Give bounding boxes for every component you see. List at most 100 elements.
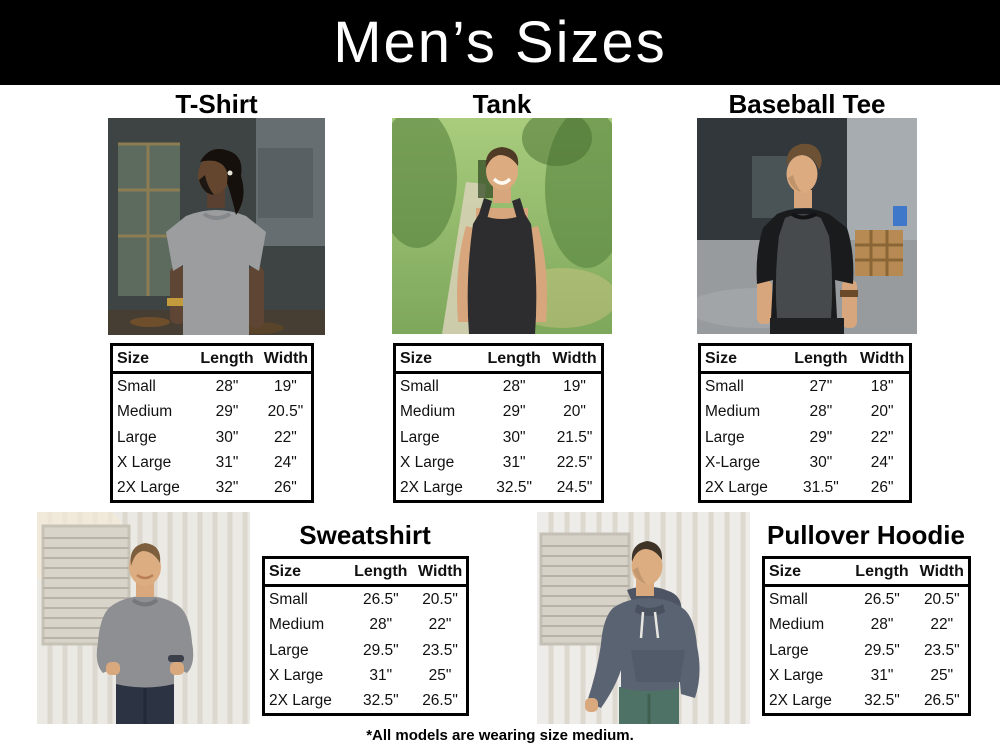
length-cell: 28" — [369, 616, 393, 634]
length-cell: 29" — [809, 428, 833, 446]
size-row: 2X Large 32.5" 26.5" — [764, 688, 970, 715]
size-row: Large 29.5" 23.5" — [764, 638, 970, 663]
width-cell: 22" — [428, 616, 452, 634]
size-row: Medium 28" 20" — [700, 399, 911, 424]
size-cell: Small — [269, 591, 308, 609]
size-row: Small 28" 19" — [395, 373, 603, 400]
sweatshirt-model-photo — [37, 512, 250, 724]
size-row: Large 30" 21.5" — [395, 425, 603, 450]
width-cell: 26.5" — [422, 692, 458, 710]
size-row: Large 29" 22" — [700, 425, 911, 450]
tshirt-size-table: Size Length Width Small 28" 19" Medium 29" 20.5"… — [110, 343, 314, 504]
width-cell: 24" — [870, 453, 894, 471]
length-cell: 32.5" — [362, 692, 399, 710]
size-row: Small 27" 18" — [700, 373, 911, 400]
length-cell: 27" — [809, 378, 833, 396]
size-cell: Small — [117, 378, 156, 396]
size-row: Large 29.5" 23.5" — [264, 638, 468, 663]
width-cell: 26" — [274, 479, 297, 497]
length-cell: 31" — [502, 453, 526, 471]
length-cell: 29.5" — [362, 641, 399, 659]
section-title-baseball-tee: Baseball Tee — [728, 89, 886, 119]
pullover-hoodie-model-photo — [537, 512, 750, 724]
size-row: Medium 29" 20.5" — [112, 399, 313, 424]
column-header: Length — [347, 557, 415, 588]
size-row: Small 26.5" 20.5" — [764, 586, 970, 613]
width-cell: 23.5" — [422, 641, 458, 659]
size-cell: 2X Large — [769, 692, 832, 710]
width-cell: 20.5" — [923, 591, 960, 609]
sweatshirt-model-illustration — [37, 512, 250, 724]
size-cell: Medium — [400, 403, 456, 421]
size-cell: Medium — [705, 403, 761, 421]
length-cell: 26.5" — [362, 591, 399, 609]
tank-model-photo — [392, 118, 612, 334]
column-header: Size — [394, 344, 481, 375]
width-cell: 25" — [930, 666, 954, 684]
length-cell: 32" — [215, 479, 239, 497]
sweatshirt-size-table: Size Length Width Small 26.5" 20.5" Medium 28" 2… — [262, 556, 469, 717]
tank-size-table: Size Length Width Small 28" 19" Medium 29" 20" La… — [393, 343, 604, 504]
column-header: Length — [480, 344, 549, 375]
size-cell: Large — [400, 428, 440, 446]
section-title-pullover-hoodie: Pullover Hoodie — [767, 520, 965, 550]
length-cell: 31.5" — [803, 479, 839, 497]
size-cell: Small — [705, 378, 744, 396]
tshirt-model-illustration — [108, 118, 325, 335]
size-cell: Large — [117, 428, 157, 446]
size-cell: Small — [400, 378, 439, 396]
tshirt-model-photo — [108, 118, 325, 335]
length-cell: 28" — [870, 616, 894, 634]
column-header: Width — [855, 344, 911, 375]
length-cell: 30" — [215, 428, 239, 446]
width-cell: 22" — [274, 428, 297, 446]
size-row: Medium 29" 20" — [395, 399, 603, 424]
pullover-hoodie-model-illustration — [537, 512, 750, 724]
width-cell: 22.5" — [556, 453, 593, 471]
size-cell: 2X Large — [705, 479, 768, 497]
column-header: Size — [699, 344, 787, 375]
width-cell: 21.5" — [556, 428, 593, 446]
width-cell: 19" — [274, 378, 297, 396]
column-header: Width — [259, 344, 313, 375]
column-header: Width — [414, 557, 468, 588]
size-cell: X Large — [400, 453, 455, 471]
section-title-sweatshirt: Sweatshirt — [299, 520, 431, 550]
size-row: X-Large 30" 24" — [700, 450, 911, 475]
tank-model-illustration — [392, 118, 612, 334]
column-header: Size — [763, 557, 849, 588]
column-header: Size — [263, 557, 348, 588]
column-header: Length — [848, 557, 916, 588]
width-cell: 20.5" — [422, 591, 458, 609]
size-row: X Large 31" 22.5" — [395, 450, 603, 475]
column-header: Width — [915, 557, 970, 588]
header-row: Size Length Width — [763, 557, 970, 588]
size-cell: X Large — [117, 453, 172, 471]
header-row: Size Length Width — [111, 344, 313, 375]
length-cell: 32.5" — [496, 479, 532, 497]
length-cell: 28" — [502, 378, 526, 396]
size-row: Small 26.5" 20.5" — [264, 586, 468, 613]
size-cell: 2X Large — [400, 479, 463, 497]
length-cell: 29" — [215, 403, 239, 421]
column-header: Width — [548, 344, 603, 375]
size-row: X Large 31" 25" — [264, 663, 468, 688]
width-cell: 22" — [930, 616, 954, 634]
header-bar: Men’s Sizes — [0, 0, 1000, 85]
size-row: X Large 31" 24" — [112, 450, 313, 475]
width-cell: 20.5" — [267, 403, 304, 421]
size-row: 2X Large 32.5" 24.5" — [395, 475, 603, 502]
header-row: Size Length Width — [699, 344, 911, 375]
size-cell: Large — [769, 641, 809, 659]
width-cell: 24.5" — [556, 479, 593, 497]
size-cell: 2X Large — [117, 479, 180, 497]
length-cell: 29" — [502, 403, 526, 421]
width-cell: 20" — [870, 403, 894, 421]
size-row: Medium 28" 22" — [264, 612, 468, 637]
size-row: 2X Large 31.5" 26" — [700, 475, 911, 502]
size-row: Medium 28" 22" — [764, 612, 970, 637]
column-header: Length — [786, 344, 856, 375]
size-row: X Large 31" 25" — [764, 663, 970, 688]
width-cell: 25" — [428, 666, 452, 684]
size-cell: X Large — [269, 666, 324, 684]
